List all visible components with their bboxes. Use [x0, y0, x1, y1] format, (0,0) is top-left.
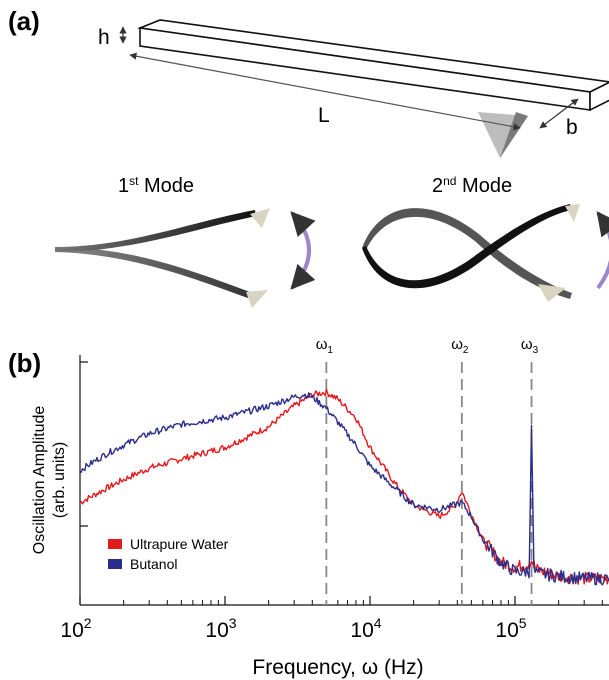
dim-b-label: b [566, 116, 578, 139]
x-tick-label: 102 [60, 615, 91, 642]
legend-swatch-water [108, 539, 122, 549]
x-tick-label: 104 [350, 615, 381, 642]
x-tick-label: 105 [495, 615, 526, 642]
omega-marker-label: ω2 [451, 336, 469, 356]
legend-item-water: Ultrapure Water [108, 536, 229, 552]
mode2-tip-lower [538, 284, 566, 302]
x-tick-label: 103 [205, 615, 236, 642]
legend-item-butanol: Butanol [108, 556, 177, 572]
x-ticks: 102 103 104 105 [60, 596, 603, 642]
mode1-tip-upper [250, 208, 270, 228]
mode2-tip-upper [565, 204, 580, 222]
y-axis-unit-label: (arb. units) [51, 442, 68, 518]
dim-b-arrow [539, 98, 579, 129]
legend-label-water: Ultrapure Water [130, 536, 229, 552]
omega-marker-label: ω3 [521, 336, 539, 356]
panel-a-label: (a) [8, 6, 40, 36]
series-line-water [80, 388, 609, 585]
dim-L-label: L [318, 104, 330, 127]
mode1-illustration [55, 208, 316, 308]
mode2-title: 2nd Mode [432, 174, 512, 197]
mode1-title: 1st Mode [118, 174, 194, 197]
x-axis-label: Frequency, ω (Hz) [252, 656, 423, 679]
legend-swatch-butanol [108, 559, 122, 569]
omega-markers: ω1 ω2 ω3 [316, 336, 539, 605]
mode1-tip-lower [246, 290, 268, 308]
series-layer [80, 388, 609, 586]
mode1-motion-arrow [290, 211, 316, 290]
mode2-illustration [362, 204, 609, 302]
dim-L-arrow [129, 52, 521, 131]
series-line-butanol [80, 392, 609, 586]
mode2-motion-arrow [596, 211, 609, 290]
cantilever-beam [136, 19, 609, 158]
y-axis-label: Oscillation Amplitude [31, 406, 48, 555]
panel-b-label: (b) [8, 348, 41, 378]
omega-marker-label: ω1 [316, 336, 334, 356]
dim-h-label: h [98, 26, 110, 49]
plot-axes [79, 355, 609, 606]
legend: Ultrapure Water Butanol [108, 536, 229, 572]
legend-label-butanol: Butanol [130, 556, 177, 572]
